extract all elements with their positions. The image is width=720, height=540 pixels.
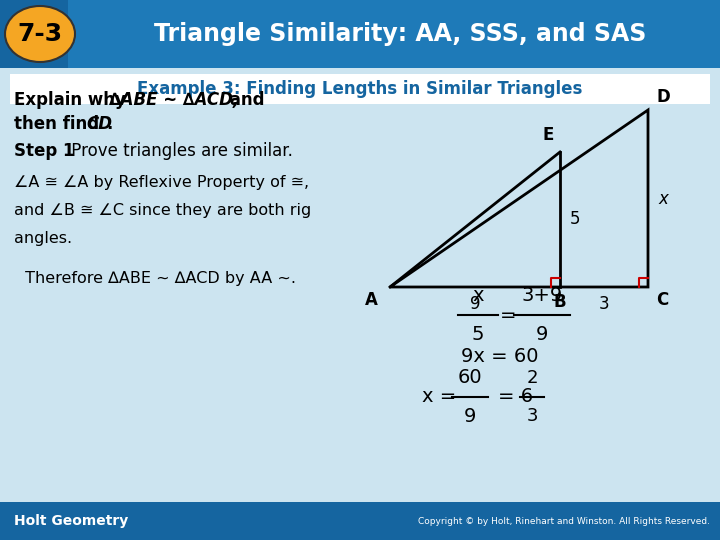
Text: 3: 3	[526, 407, 538, 425]
Bar	[0, 104, 720, 502]
Text: 9: 9	[536, 325, 548, 344]
Text: 5: 5	[472, 325, 485, 344]
Text: angles.: angles.	[14, 231, 72, 246]
Text: 3+9: 3+9	[521, 286, 562, 305]
Text: Step 1: Step 1	[14, 142, 74, 160]
Text: x: x	[472, 286, 484, 305]
Text: and ∠B ≅ ∠C since they are both rig: and ∠B ≅ ∠C since they are both rig	[14, 202, 311, 218]
Text: 9: 9	[464, 407, 476, 426]
Text: 9: 9	[469, 295, 480, 313]
Text: E: E	[543, 126, 554, 144]
Text: Explain why: Explain why	[14, 91, 132, 109]
Text: 3: 3	[599, 295, 609, 313]
Text: Triangle Similarity: AA, SSS, and SAS: Triangle Similarity: AA, SSS, and SAS	[154, 22, 646, 46]
Text: Prove triangles are similar.: Prove triangles are similar.	[66, 142, 293, 160]
Bar	[68, 0, 720, 68]
Text: ∆ABE ~ ∆ACD,: ∆ABE ~ ∆ACD,	[109, 91, 239, 109]
Text: =: =	[500, 306, 516, 325]
Text: 7-3: 7-3	[17, 22, 63, 46]
Text: Example 3: Finding Lengths in Similar Triangles: Example 3: Finding Lengths in Similar Tr…	[138, 80, 582, 98]
Text: D: D	[656, 88, 670, 106]
Text: .: .	[106, 115, 112, 133]
Text: Therefore ∆ABE ~ ∆ACD by AA ~.: Therefore ∆ABE ~ ∆ACD by AA ~.	[20, 271, 296, 286]
Bar	[0, 502, 720, 540]
Bar	[0, 0, 720, 68]
Text: then find: then find	[14, 115, 105, 133]
Text: 5: 5	[570, 211, 580, 228]
Text: and: and	[224, 91, 264, 109]
Text: 2: 2	[526, 369, 538, 387]
Text: CD: CD	[86, 115, 112, 133]
Ellipse shape	[5, 6, 75, 62]
Text: Copyright © by Holt, Rinehart and Winston. All Rights Reserved.: Copyright © by Holt, Rinehart and Winsto…	[418, 516, 710, 525]
Text: B: B	[554, 293, 567, 311]
Text: 60: 60	[458, 368, 482, 387]
Text: x: x	[658, 190, 668, 207]
Text: ∠A ≅ ∠A by Reflexive Property of ≅,: ∠A ≅ ∠A by Reflexive Property of ≅,	[14, 174, 309, 190]
Text: x =: x =	[422, 388, 456, 407]
Bar	[10, 74, 710, 104]
Text: C: C	[656, 291, 668, 309]
Text: A: A	[365, 291, 378, 309]
Text: 9x = 60: 9x = 60	[462, 348, 539, 367]
Text: Holt Geometry: Holt Geometry	[14, 514, 128, 528]
Text: = 6: = 6	[498, 388, 533, 407]
